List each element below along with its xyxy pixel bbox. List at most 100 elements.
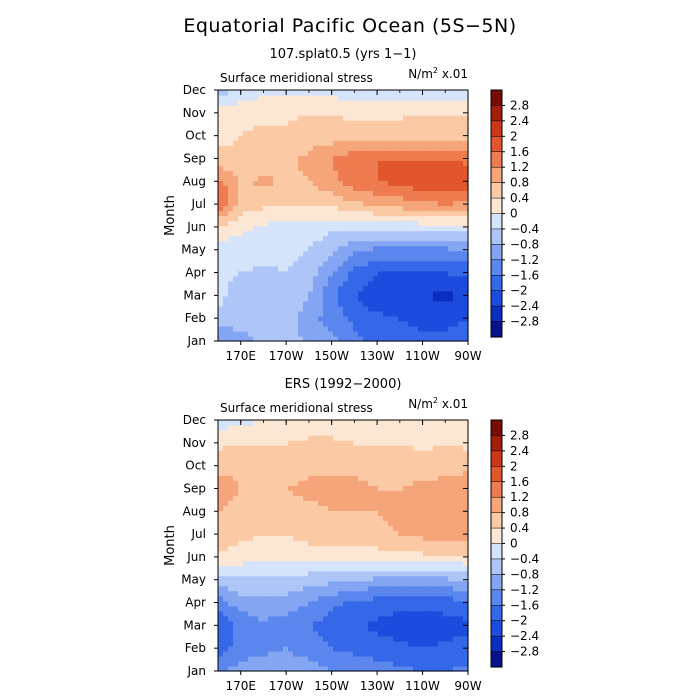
heatmap-cell xyxy=(218,200,224,207)
heatmap-cell xyxy=(333,185,339,191)
heatmap-cell xyxy=(228,475,234,481)
heatmap-cell xyxy=(378,260,384,267)
heatmap-cell xyxy=(438,315,444,322)
heatmap-cell xyxy=(298,655,304,662)
heatmap-cell xyxy=(218,620,224,627)
heatmap-cell xyxy=(288,495,294,501)
heatmap-cell xyxy=(253,325,259,332)
heatmap-cell xyxy=(218,580,224,587)
heatmap-cell xyxy=(298,565,304,572)
heatmap-cell xyxy=(273,475,279,481)
heatmap-cell xyxy=(398,265,404,272)
heatmap-cell xyxy=(398,110,404,116)
heatmap-cell xyxy=(428,455,434,461)
heatmap-cell xyxy=(228,335,234,342)
heatmap-cell xyxy=(413,335,419,342)
y-tick-label: Jul xyxy=(191,197,206,211)
heatmap-cell xyxy=(303,615,309,622)
heatmap-cell xyxy=(303,90,309,96)
heatmap-cell xyxy=(363,325,369,332)
heatmap-cell xyxy=(293,500,299,506)
heatmap-cell xyxy=(363,260,369,267)
heatmap-cell xyxy=(393,115,399,121)
heatmap-cell xyxy=(233,290,239,297)
heatmap-cell xyxy=(458,180,464,186)
heatmap-cell xyxy=(433,260,439,267)
heatmap-cell xyxy=(258,650,264,657)
heatmap-cell xyxy=(243,275,249,282)
heatmap-cell xyxy=(438,205,444,212)
heatmap-cell xyxy=(433,470,439,476)
heatmap-cell xyxy=(328,230,334,237)
heatmap-cell xyxy=(388,590,394,597)
heatmap-cell xyxy=(228,500,234,506)
heatmap-cell xyxy=(458,500,464,506)
heatmap-cell xyxy=(248,145,254,151)
heatmap-cell xyxy=(228,455,234,461)
heatmap-cell xyxy=(298,460,304,466)
heatmap-cell xyxy=(363,585,369,592)
heatmap-cell xyxy=(298,265,304,272)
heatmap-cell xyxy=(353,335,359,342)
heatmap-cell xyxy=(368,325,374,332)
heatmap-cell xyxy=(453,105,459,111)
heatmap-cell xyxy=(223,115,229,121)
heatmap-cell xyxy=(438,140,444,146)
heatmap-cell xyxy=(298,320,304,327)
heatmap-cell xyxy=(323,500,329,506)
heatmap-cell xyxy=(433,455,439,461)
heatmap-cell xyxy=(403,450,409,456)
heatmap-cell xyxy=(393,665,399,672)
heatmap-cell xyxy=(423,315,429,322)
heatmap-cell xyxy=(333,215,339,222)
heatmap-cell xyxy=(218,205,224,212)
heatmap-cell xyxy=(313,575,319,582)
heatmap-cell xyxy=(248,265,254,272)
heatmap-cell xyxy=(423,185,429,191)
heatmap-cell xyxy=(283,620,289,627)
heatmap-cell xyxy=(218,655,224,662)
heatmap-cell xyxy=(248,165,254,171)
heatmap-cell xyxy=(458,575,464,582)
heatmap-cell xyxy=(418,600,424,607)
heatmap-cell xyxy=(313,540,319,547)
heatmap-cell xyxy=(313,660,319,667)
heatmap-cell xyxy=(328,210,334,217)
heatmap-cell xyxy=(323,580,329,587)
heatmap-cell xyxy=(343,100,349,106)
heatmap-cell xyxy=(293,115,299,121)
heatmap-cell xyxy=(223,175,229,181)
heatmap-cell xyxy=(418,235,424,242)
heatmap-cell xyxy=(433,295,439,302)
heatmap-cell xyxy=(233,230,239,237)
heatmap-cell xyxy=(313,590,319,597)
heatmap-cell xyxy=(288,480,294,486)
heatmap-cell xyxy=(388,540,394,547)
heatmap-cell xyxy=(453,495,459,501)
heatmap-cell xyxy=(458,540,464,547)
heatmap-cell xyxy=(328,265,334,272)
heatmap-cell xyxy=(318,615,324,622)
heatmap-cell xyxy=(333,155,339,161)
heatmap-cell xyxy=(358,550,364,557)
heatmap-cell xyxy=(463,495,469,501)
heatmap-cell xyxy=(248,430,254,436)
heatmap-cell xyxy=(463,125,469,131)
heatmap-cell xyxy=(338,540,344,547)
heatmap-cell xyxy=(218,215,224,222)
heatmap-cell xyxy=(433,440,439,446)
heatmap-cell xyxy=(358,605,364,612)
heatmap-cell xyxy=(268,630,274,637)
heatmap-cell xyxy=(288,275,294,282)
heatmap-cell xyxy=(358,525,364,532)
heatmap-cell xyxy=(263,315,269,322)
heatmap-cell xyxy=(423,170,429,176)
heatmap-cell xyxy=(238,135,244,141)
heatmap-cell xyxy=(373,165,379,171)
heatmap-cell xyxy=(378,505,384,511)
heatmap-cell xyxy=(268,635,274,642)
heatmap-cell xyxy=(443,310,449,317)
heatmap-cell xyxy=(218,535,224,542)
heatmap-cell xyxy=(263,440,269,446)
heatmap-cell xyxy=(378,550,384,557)
